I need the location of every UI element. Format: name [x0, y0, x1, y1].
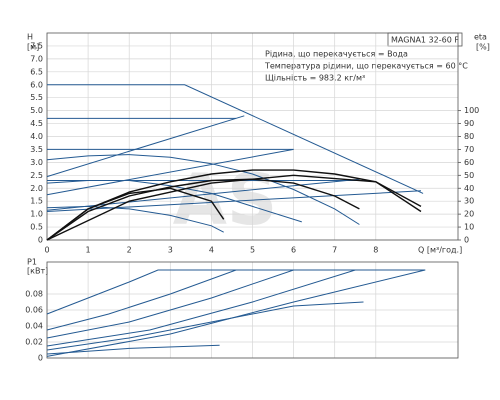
- y-tick-label: 5.0: [30, 106, 43, 115]
- y-tick-label: 0.06: [25, 306, 43, 315]
- series-line: [46, 269, 426, 331]
- series-line: [46, 180, 302, 223]
- y2-tick-label: 30: [464, 197, 474, 206]
- series-line: [46, 205, 224, 233]
- note: Температура рідини, що перекачується = 6…: [264, 62, 468, 71]
- y-tick-label: 5.5: [30, 93, 43, 102]
- note: Щільність = 983.2 кг/м³: [265, 74, 365, 83]
- plot-frame: [46, 32, 459, 241]
- series-line: [46, 269, 426, 357]
- x-tick-label: 6: [291, 246, 296, 255]
- x-tick-label: 4: [209, 246, 214, 255]
- series-line: [46, 269, 426, 347]
- x-tick-label: 8: [373, 246, 378, 255]
- y2-tick-label: 100: [464, 106, 479, 115]
- y-tick-label: 0.08: [25, 290, 43, 299]
- y-tick-label: 7.0: [30, 54, 43, 63]
- y-tick-label: 2.0: [30, 184, 43, 193]
- y2-tick-label: 90: [464, 119, 474, 128]
- y-label: [кВт]: [27, 267, 48, 276]
- x-tick-label: 2: [127, 246, 132, 255]
- y2-tick-label: 10: [464, 223, 474, 232]
- y2-tick-label: 0: [464, 236, 469, 245]
- series-line: [47, 84, 424, 194]
- y-tick-label: 0.04: [25, 322, 43, 331]
- x-tick-label: 0: [44, 246, 49, 255]
- y2-tick-label: 60: [464, 158, 474, 167]
- y-tick-label: 4.5: [30, 119, 43, 128]
- y-label: P1: [27, 258, 37, 267]
- y2-tick-label: 40: [464, 184, 474, 193]
- series-line: [46, 115, 245, 178]
- y-tick-label: 0.02: [25, 338, 43, 347]
- y-label: [м]: [27, 43, 39, 52]
- y2-label: eta: [474, 33, 487, 42]
- y-tick-label: 0: [38, 354, 43, 363]
- y-tick-label: 3.5: [30, 145, 43, 154]
- y2-tick-label: 70: [464, 145, 474, 154]
- y2-tick-label: 20: [464, 210, 474, 219]
- y-tick-label: 6.5: [30, 67, 43, 76]
- y-tick-label: 1.0: [30, 210, 43, 219]
- y-tick-label: 0.5: [30, 223, 43, 232]
- y-tick-label: 3.0: [30, 158, 43, 167]
- series-line: [46, 178, 360, 241]
- y-tick-label: 0: [38, 236, 43, 245]
- series-line: [46, 301, 364, 351]
- note: Рідина, що перекачується = Вода: [265, 50, 408, 59]
- series-line: [46, 148, 294, 196]
- series-line: [46, 174, 422, 241]
- series-line: [46, 154, 360, 225]
- label-box-text: MAGNA1 32-60 F: [391, 36, 459, 45]
- x-label: Q [м³/год.]: [418, 246, 462, 255]
- y2-tick-label: 80: [464, 132, 474, 141]
- y-label: H: [27, 33, 33, 42]
- y2-tick-label: 50: [464, 171, 474, 180]
- y-tick-label: 7.5: [30, 41, 43, 50]
- series-line: [46, 269, 426, 315]
- y-tick-label: 4.0: [30, 132, 43, 141]
- x-tick-label: 5: [250, 246, 255, 255]
- series-line: [46, 269, 426, 339]
- x-tick-label: 1: [86, 246, 91, 255]
- plot-frame: [46, 261, 459, 359]
- y-tick-label: 6.0: [30, 80, 43, 89]
- y-tick-label: 1.5: [30, 197, 43, 206]
- y2-label: [%]: [476, 43, 490, 52]
- x-tick-label: 7: [332, 246, 337, 255]
- x-tick-label: 3: [168, 246, 173, 255]
- series-line: [46, 344, 220, 355]
- y-tick-label: 2.5: [30, 171, 43, 180]
